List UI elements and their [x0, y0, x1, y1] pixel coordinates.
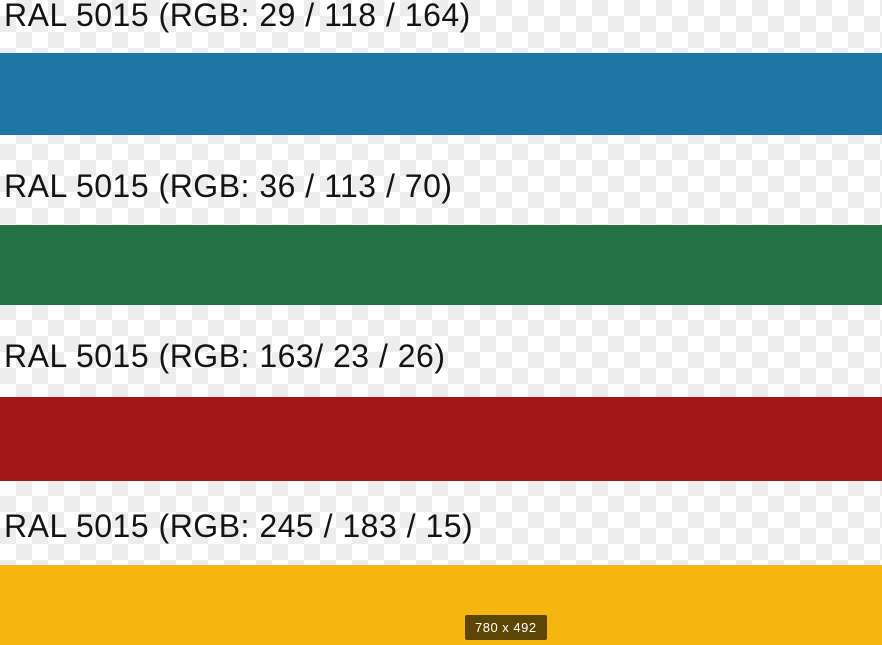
color-swatch-bar-3 — [0, 397, 882, 481]
color-swatch-bar-2 — [0, 225, 882, 305]
color-swatch-bar-1 — [0, 53, 882, 135]
swatch-label-2: RAL 5015 (RGB: 36 / 113 / 70) — [4, 168, 453, 204]
swatch-label-3: RAL 5015 (RGB: 163/ 23 / 26) — [4, 338, 446, 374]
swatch-label-1: RAL 5015 (RGB: 29 / 118 / 164) — [4, 0, 471, 33]
image-size-badge: 780 x 492 — [465, 615, 547, 640]
swatch-label-4: RAL 5015 (RGB: 245 / 183 / 15) — [4, 508, 474, 544]
color-swatch-bar-4 — [0, 565, 882, 645]
